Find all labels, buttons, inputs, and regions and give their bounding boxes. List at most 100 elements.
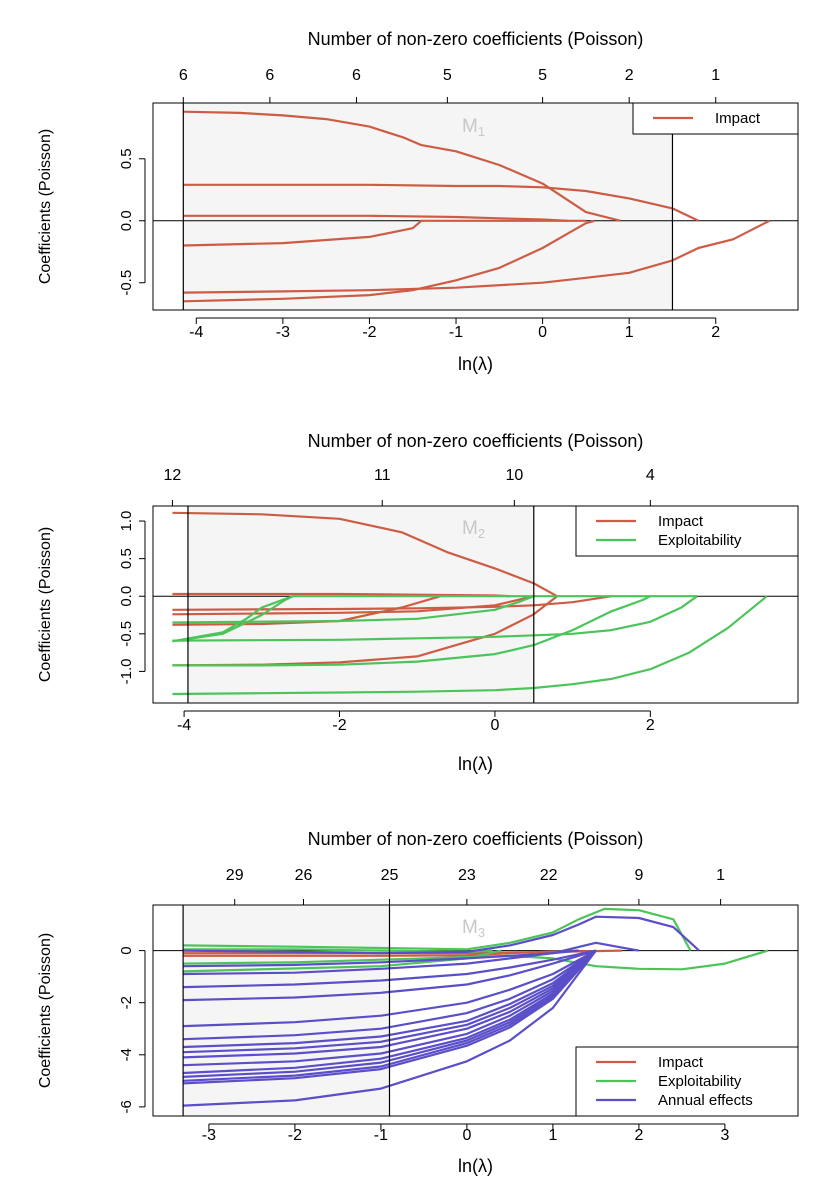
series-line-annual-effects xyxy=(183,949,579,976)
x-tick-label: 2 xyxy=(646,717,655,734)
panel-label-main: M xyxy=(462,917,478,938)
series-line-impact xyxy=(172,595,612,611)
top-tick-label: 2 xyxy=(625,67,634,84)
y-tick-label: 0 xyxy=(118,946,135,954)
y-axis-label: Coefficients (Poisson) xyxy=(37,933,54,1088)
series-line-impact xyxy=(183,219,770,294)
top-axis-title: Number of non-zero coefficients (Poisson… xyxy=(308,829,644,849)
top-axis-title: Number of non-zero coefficients (Poisson… xyxy=(308,29,644,49)
series-line-exploitability xyxy=(183,949,769,971)
legend: Impact xyxy=(632,102,799,135)
x-tick-label: 1 xyxy=(548,1127,557,1144)
series-line-annual-effects xyxy=(183,949,597,1059)
series-group xyxy=(183,110,770,303)
panel-label: M3 xyxy=(462,917,485,940)
series-group xyxy=(183,907,769,1107)
x-tick-label: 2 xyxy=(711,324,720,341)
top-tick-label: 26 xyxy=(295,867,313,884)
top-tick-label: 29 xyxy=(226,867,244,884)
series-line-exploitability xyxy=(172,595,535,624)
series-group xyxy=(172,511,768,696)
series-line-impact xyxy=(183,219,586,247)
x-axis-label: ln(λ) xyxy=(458,754,493,774)
top-tick-label: 23 xyxy=(458,867,476,884)
y-tick-label: 0.0 xyxy=(118,210,135,231)
series-line-exploitability xyxy=(183,907,692,952)
panel-label-main: M xyxy=(462,518,478,539)
legend: Impact Exploitability xyxy=(575,505,799,557)
x-tick-label: -1 xyxy=(449,324,463,341)
legend-label: Exploitability xyxy=(658,1073,742,1090)
shaded-region xyxy=(183,103,673,310)
top-tick-label: 12 xyxy=(164,467,182,484)
x-tick-label: 0 xyxy=(462,1127,471,1144)
x-tick-label: -2 xyxy=(332,717,346,734)
top-tick-label: 10 xyxy=(505,467,523,484)
top-tick-label: 5 xyxy=(538,67,547,84)
top-tick-label: 6 xyxy=(265,67,274,84)
top-tick-label: 11 xyxy=(374,467,391,484)
y-axis-label: Coefficients (Poisson) xyxy=(37,527,54,682)
top-tick-label: 1 xyxy=(711,67,720,84)
series-line-annual-effects xyxy=(183,949,597,1078)
x-tick-label: -1 xyxy=(374,1127,388,1144)
shaded-region xyxy=(183,905,390,1116)
y-tick-label: -0.5 xyxy=(118,270,135,296)
x-tick-label: 2 xyxy=(634,1127,643,1144)
y-tick-label: -2 xyxy=(118,996,135,1009)
x-axis-label: ln(λ) xyxy=(458,1156,493,1176)
x-tick-label: -2 xyxy=(362,324,376,341)
x-tick-label: -3 xyxy=(202,1127,216,1144)
top-tick-label: 5 xyxy=(443,67,452,84)
legend-label: Impact xyxy=(715,110,761,127)
series-line-impact xyxy=(183,183,699,222)
series-line-exploitability xyxy=(183,949,502,973)
top-tick-label: 25 xyxy=(381,867,399,884)
legend-label: Annual effects xyxy=(658,1092,753,1109)
y-tick-label: -0.5 xyxy=(118,621,135,647)
y-tick-label: -6 xyxy=(118,1100,135,1113)
y-axis-label: Coefficients (Poisson) xyxy=(37,129,54,284)
top-tick-label: 4 xyxy=(646,467,655,484)
legend-label: Impact xyxy=(658,513,704,530)
panel-label-sub: 1 xyxy=(478,124,485,139)
series-line-annual-effects xyxy=(183,941,640,968)
series-line-exploitability xyxy=(172,595,768,696)
legend-label: Impact xyxy=(658,1054,704,1071)
x-tick-label: 1 xyxy=(625,324,634,341)
series-line-annual-effects xyxy=(183,949,597,1107)
series-line-annual-effects xyxy=(183,949,597,1085)
x-tick-label: 0 xyxy=(490,717,499,734)
shaded-region xyxy=(187,506,534,703)
series-line-impact xyxy=(183,949,579,957)
panel-label-sub: 3 xyxy=(478,925,485,940)
top-axis-title: Number of non-zero coefficients (Poisson… xyxy=(308,431,644,451)
panel-label: M2 xyxy=(462,518,485,541)
series-line-annual-effects xyxy=(183,949,597,1049)
series-line-annual-effects xyxy=(183,949,597,1067)
series-line-annual-effects xyxy=(183,915,700,955)
series-line-annual-effects xyxy=(183,949,597,1075)
x-tick-label: 3 xyxy=(720,1127,729,1144)
top-tick-label: 6 xyxy=(352,67,361,84)
x-axis-label: ln(λ) xyxy=(458,354,493,374)
series-line-annual-effects xyxy=(183,949,597,1028)
series-line-exploitability xyxy=(172,595,697,643)
top-tick-label: 6 xyxy=(179,67,188,84)
panel-label-main: M xyxy=(462,116,478,137)
series-line-annual-effects xyxy=(183,949,597,1041)
series-line-impact xyxy=(183,219,595,303)
x-tick-label: -3 xyxy=(276,324,290,341)
y-tick-label: 0.5 xyxy=(118,148,135,169)
legend: Impact Exploitability Annual effects xyxy=(575,1046,799,1117)
x-tick-label: -2 xyxy=(288,1127,302,1144)
y-tick-label: -4 xyxy=(118,1048,135,1061)
legend-label: Exploitability xyxy=(658,532,742,549)
panel-label-sub: 2 xyxy=(478,526,485,541)
y-tick-label: 0.0 xyxy=(118,586,135,607)
y-tick-label: -1.0 xyxy=(118,658,135,684)
y-tick-label: 0.5 xyxy=(118,548,135,569)
series-line-annual-effects xyxy=(183,949,597,989)
